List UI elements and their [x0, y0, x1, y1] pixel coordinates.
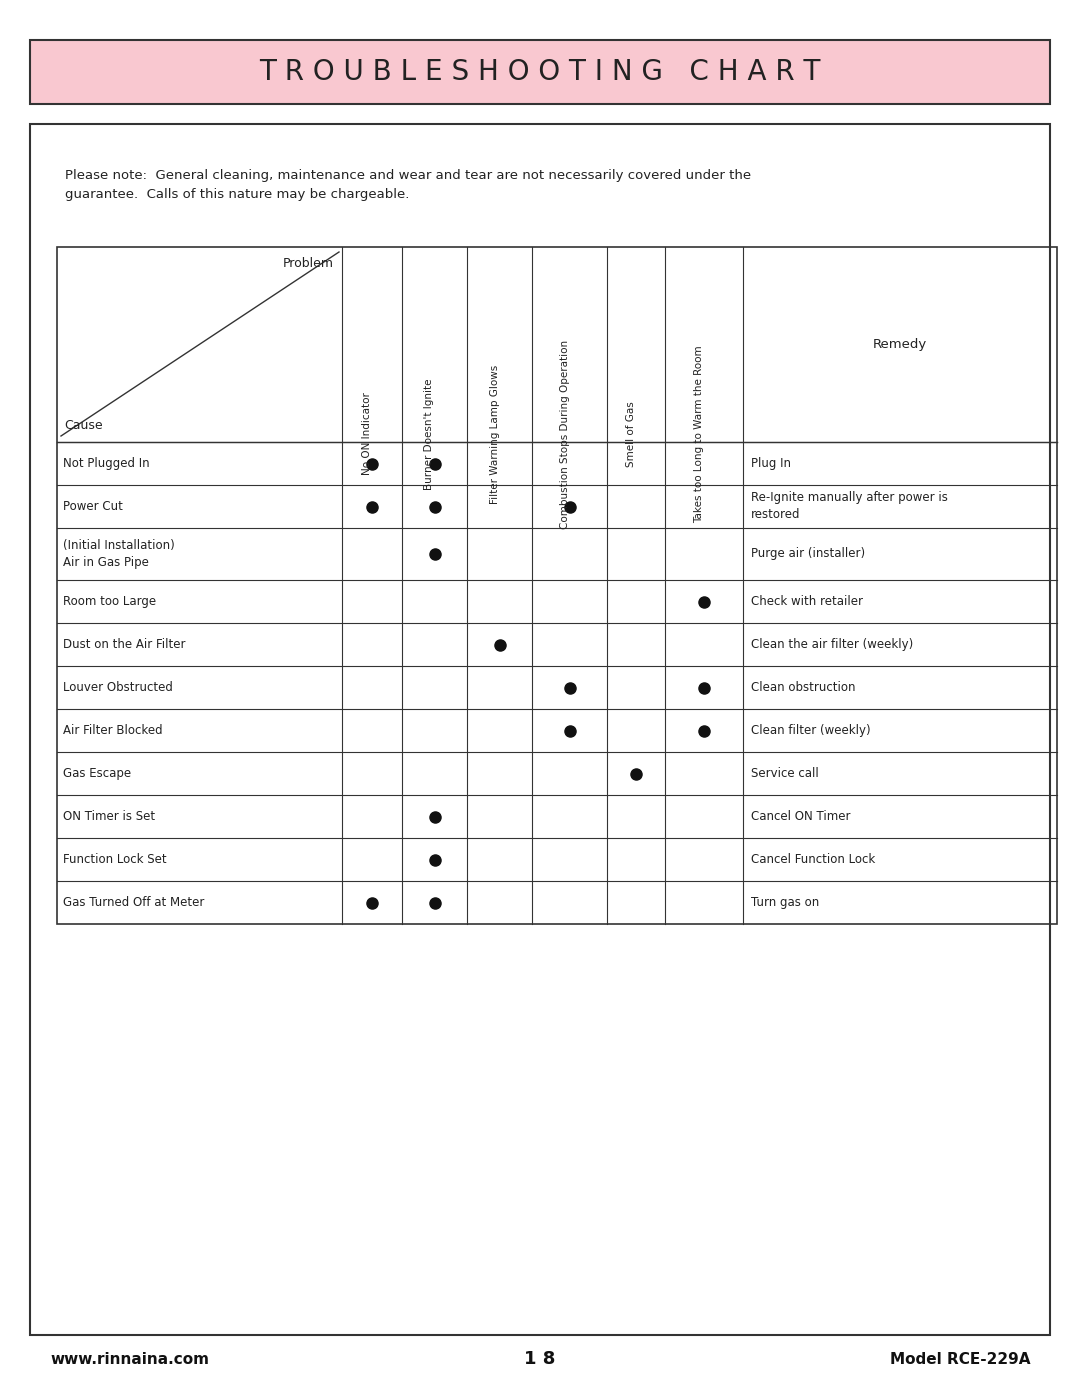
Text: Gas Turned Off at Meter: Gas Turned Off at Meter: [63, 895, 204, 909]
FancyBboxPatch shape: [30, 41, 1050, 103]
Text: 1 8: 1 8: [524, 1350, 556, 1368]
Text: Remedy: Remedy: [873, 338, 927, 351]
Text: Re-Ignite manually after power is
restored: Re-Ignite manually after power is restor…: [751, 492, 948, 521]
Text: Check with retailer: Check with retailer: [751, 595, 863, 608]
Text: Filter Warning Lamp Glows: Filter Warning Lamp Glows: [489, 365, 499, 504]
Text: Purge air (installer): Purge air (installer): [751, 548, 865, 560]
Text: Clean filter (weekly): Clean filter (weekly): [751, 724, 870, 738]
Text: T R O U B L E S H O O T I N G   C H A R T: T R O U B L E S H O O T I N G C H A R T: [259, 59, 821, 87]
Text: Dust on the Air Filter: Dust on the Air Filter: [63, 638, 186, 651]
Text: Power Cut: Power Cut: [63, 500, 123, 513]
Text: Service call: Service call: [751, 767, 819, 780]
Text: www.rinnaina.com: www.rinnaina.com: [50, 1351, 210, 1366]
Text: Burner Doesn't Ignite: Burner Doesn't Ignite: [424, 379, 434, 490]
Text: Takes too Long to Warm the Room: Takes too Long to Warm the Room: [694, 345, 704, 522]
Text: No ON Indicator: No ON Indicator: [362, 393, 372, 475]
Text: Please note:  General cleaning, maintenance and wear and tear are not necessaril: Please note: General cleaning, maintenan…: [65, 169, 751, 201]
Text: Gas Escape: Gas Escape: [63, 767, 131, 780]
Text: Function Lock Set: Function Lock Set: [63, 854, 166, 866]
Text: Clean the air filter (weekly): Clean the air filter (weekly): [751, 638, 914, 651]
Text: Model RCE-229A: Model RCE-229A: [890, 1351, 1030, 1366]
Text: ON Timer is Set: ON Timer is Set: [63, 810, 156, 823]
Text: Combustion Stops During Operation: Combustion Stops During Operation: [559, 339, 569, 528]
Text: Cancel Function Lock: Cancel Function Lock: [751, 854, 875, 866]
Text: Air Filter Blocked: Air Filter Blocked: [63, 724, 163, 738]
Text: Smell of Gas: Smell of Gas: [626, 401, 636, 467]
Text: Not Plugged In: Not Plugged In: [63, 457, 150, 469]
Text: (Initial Installation)
Air in Gas Pipe: (Initial Installation) Air in Gas Pipe: [63, 539, 175, 569]
Text: Room too Large: Room too Large: [63, 595, 157, 608]
Text: Cancel ON Timer: Cancel ON Timer: [751, 810, 851, 823]
Text: Problem: Problem: [283, 257, 334, 270]
Text: Cause: Cause: [64, 419, 103, 432]
FancyBboxPatch shape: [30, 124, 1050, 1336]
Text: Turn gas on: Turn gas on: [751, 895, 820, 909]
Text: Plug In: Plug In: [751, 457, 791, 469]
Text: Clean obstruction: Clean obstruction: [751, 680, 855, 694]
Text: Louver Obstructed: Louver Obstructed: [63, 680, 173, 694]
